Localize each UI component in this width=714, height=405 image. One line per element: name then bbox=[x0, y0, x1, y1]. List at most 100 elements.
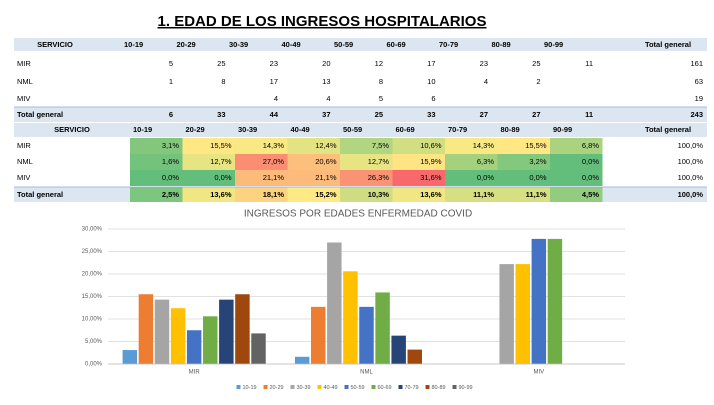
page-title: 1. EDAD DE LOS INGRESOS HOSPITALARIOS bbox=[158, 13, 487, 30]
cell: 243 bbox=[690, 110, 703, 119]
heat-cell bbox=[445, 154, 498, 170]
legend-swatch bbox=[452, 385, 457, 389]
cell: 0,0% bbox=[529, 173, 546, 182]
bar bbox=[327, 242, 342, 364]
bar bbox=[407, 349, 422, 364]
cell: 3,1% bbox=[162, 141, 179, 150]
cell: 31,6% bbox=[420, 173, 442, 182]
cell: 0,0% bbox=[582, 173, 599, 182]
x-tick-label: MIR bbox=[189, 370, 201, 376]
cell: 33 bbox=[427, 110, 435, 119]
cell: 6 bbox=[431, 94, 435, 103]
cell: 25 bbox=[532, 59, 540, 68]
header-band bbox=[14, 38, 707, 51]
heat-cell bbox=[497, 154, 550, 170]
bar bbox=[515, 264, 530, 364]
cell: 17 bbox=[427, 59, 435, 68]
y-tick-label: 15,00% bbox=[82, 294, 103, 300]
y-tick-label: 0,00% bbox=[85, 362, 103, 368]
bar bbox=[531, 238, 547, 364]
cell: 8 bbox=[379, 77, 383, 86]
legend-label: 40-49 bbox=[324, 385, 338, 391]
heat-cell bbox=[497, 187, 550, 202]
cell: 3,2% bbox=[529, 157, 546, 166]
cell: 1,6% bbox=[162, 157, 179, 166]
chart-title: INGRESOS POR EDADES ENFERMEDAD COVID bbox=[244, 209, 472, 220]
header-cell: Total general bbox=[645, 40, 691, 49]
bar bbox=[170, 308, 186, 364]
cell: 100,0% bbox=[678, 141, 704, 150]
cell: 13,6% bbox=[210, 190, 232, 199]
header-cell: 90-99 bbox=[553, 125, 572, 134]
cell: 4 bbox=[326, 94, 330, 103]
legend-swatch bbox=[236, 385, 241, 389]
cell: 11 bbox=[585, 59, 593, 68]
bar bbox=[391, 335, 406, 364]
bar bbox=[547, 238, 563, 364]
heat-cell bbox=[550, 154, 603, 170]
legend-label: 90-99 bbox=[459, 385, 473, 391]
cell: 0,0% bbox=[214, 173, 231, 182]
cell: 27,0% bbox=[263, 157, 285, 166]
y-tick-label: 10,00% bbox=[82, 317, 103, 323]
total-band bbox=[14, 107, 707, 122]
row-label: NML bbox=[17, 157, 33, 166]
heat-cell bbox=[287, 170, 340, 186]
header-cell: 20-29 bbox=[186, 125, 205, 134]
cell: 27 bbox=[480, 110, 488, 119]
cell: 23 bbox=[270, 59, 278, 68]
legend-label: 80-89 bbox=[432, 385, 446, 391]
cell: 2 bbox=[536, 77, 540, 86]
heat-cell bbox=[235, 187, 288, 202]
bar bbox=[311, 306, 326, 364]
heat-cell bbox=[392, 154, 445, 170]
header-cell: 60-69 bbox=[387, 40, 406, 49]
header-cell: 40-49 bbox=[282, 40, 301, 49]
header-cell: 80-89 bbox=[501, 125, 520, 134]
header-cell: 10-19 bbox=[133, 125, 152, 134]
row-label: MIR bbox=[17, 141, 31, 150]
cell: 18,1% bbox=[263, 190, 285, 199]
heat-cell bbox=[392, 170, 445, 186]
header-cell: 30-39 bbox=[229, 40, 248, 49]
cell: 15,5% bbox=[210, 141, 232, 150]
legend-label: 20-29 bbox=[270, 385, 284, 391]
heat-cell bbox=[445, 138, 498, 154]
header-cell: 20-29 bbox=[177, 40, 196, 49]
heat-cell bbox=[392, 138, 445, 154]
cell: 5 bbox=[169, 59, 173, 68]
heat-cell bbox=[130, 138, 183, 154]
cell: 17 bbox=[270, 77, 278, 86]
legend-label: 70-79 bbox=[405, 385, 419, 391]
bar bbox=[186, 330, 202, 364]
cell: 6,8% bbox=[582, 141, 599, 150]
heat-cell bbox=[445, 170, 498, 186]
cell: 21,1% bbox=[263, 173, 285, 182]
cell: 161 bbox=[690, 59, 703, 68]
header-cell: SERVICIO bbox=[54, 125, 90, 134]
heat-cell bbox=[550, 170, 603, 186]
cell: 14,3% bbox=[473, 141, 495, 150]
cell: 6,3% bbox=[477, 157, 494, 166]
cell: 10 bbox=[427, 77, 435, 86]
header-cell: 50-59 bbox=[343, 125, 362, 134]
bar bbox=[294, 356, 310, 364]
heat-cell bbox=[182, 170, 235, 186]
cell: 5 bbox=[379, 94, 383, 103]
row-label: Total general bbox=[17, 110, 63, 119]
cell: 12,7% bbox=[368, 157, 390, 166]
header-cell: 50-59 bbox=[334, 40, 353, 49]
cell: 63 bbox=[695, 77, 703, 86]
row-label: MIR bbox=[17, 59, 31, 68]
legend-label: 10-19 bbox=[243, 385, 257, 391]
cell: 7,5% bbox=[372, 141, 389, 150]
heat-cell bbox=[287, 187, 340, 202]
legend-swatch bbox=[398, 385, 403, 389]
legend-swatch bbox=[371, 385, 376, 389]
heat-cell bbox=[497, 170, 550, 186]
cell: 1 bbox=[169, 77, 173, 86]
bar bbox=[219, 299, 234, 364]
heat-cell bbox=[130, 170, 183, 186]
heat-cell bbox=[340, 187, 393, 202]
